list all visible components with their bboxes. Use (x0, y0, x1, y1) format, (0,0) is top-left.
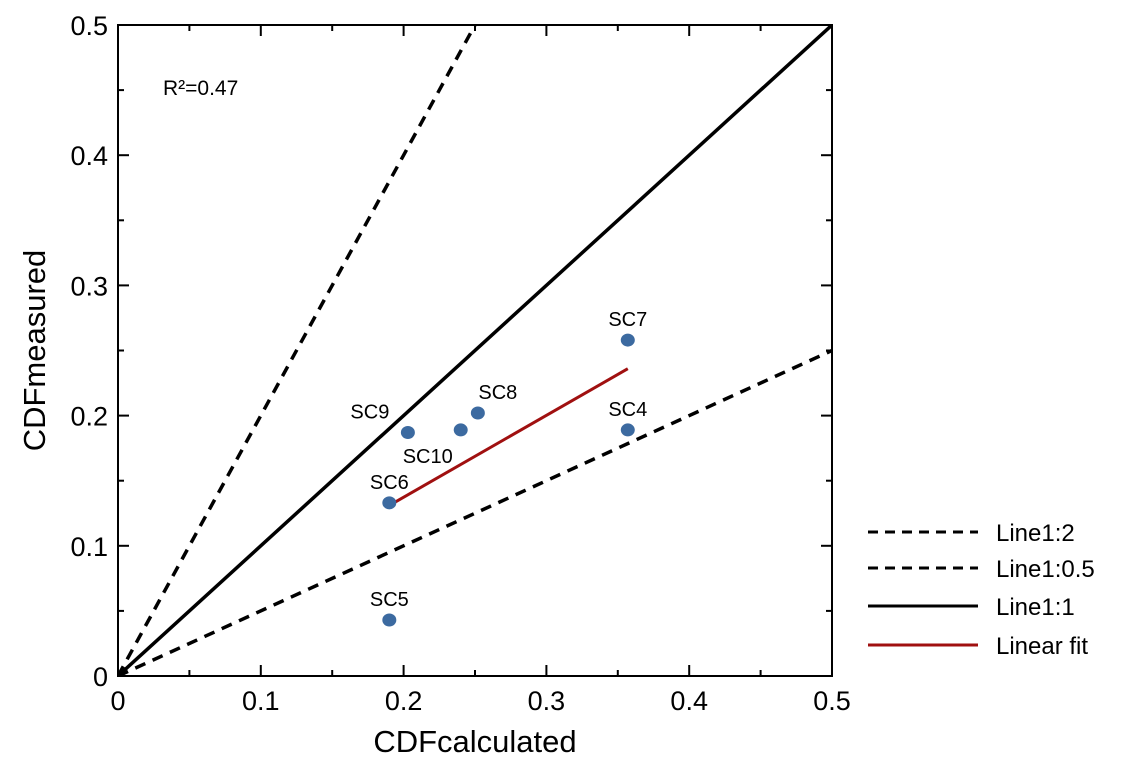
x-tick-label: 0.5 (813, 686, 851, 716)
axis-ticks: 0 0.1 0.2 0.3 0.4 0.5 0 0.1 0.2 0.3 0.4 0.5 (70, 11, 850, 716)
series-line-linear-fit (388, 367, 629, 507)
data-point-sc6 (382, 496, 397, 510)
point-label-sc6: SC6 (370, 472, 409, 494)
reference-lines (118, 25, 832, 676)
y-tick-label: 0.3 (70, 271, 108, 301)
x-tick-label: 0 (110, 686, 125, 716)
x-axis-title: CDFcalculated (373, 724, 576, 758)
legend-label: Line1:1 (996, 594, 1075, 621)
point-label-sc9: SC9 (350, 402, 389, 424)
point-label-sc5: SC5 (370, 589, 409, 611)
series-line-line1-1 (118, 25, 832, 676)
data-point-sc10 (453, 423, 468, 437)
legend-label: Line1:0.5 (996, 556, 1095, 583)
r-squared-annotation: R²=0.47 (163, 77, 238, 100)
legend: Line1:2 Line1:0.5 Line1:1 Linear fit (868, 520, 1095, 660)
y-tick-label: 0 (93, 662, 108, 692)
y-axis-title: CDFmeasured (17, 250, 52, 452)
point-label-sc10: SC10 (403, 446, 453, 468)
y-tick-label: 0.4 (70, 141, 108, 171)
data-point-sc9 (400, 426, 415, 440)
legend-label: Linear fit (996, 633, 1088, 660)
data-point-sc8 (470, 406, 485, 420)
y-tick-label: 0.5 (70, 11, 108, 41)
data-point-sc4 (620, 423, 635, 437)
legend-label: Line1:2 (996, 520, 1075, 547)
x-tick-label: 0.2 (385, 686, 423, 716)
x-tick-label: 0.3 (528, 686, 566, 716)
x-tick-label: 0.1 (242, 686, 280, 716)
point-label-sc8: SC8 (478, 382, 517, 404)
y-tick-label: 0.1 (70, 532, 108, 562)
x-tick-label: 0.4 (670, 686, 708, 716)
point-label-sc4: SC4 (608, 399, 647, 421)
data-point-sc5 (382, 613, 397, 627)
point-label-sc7: SC7 (608, 309, 647, 331)
data-points: SC4 SC5 SC6 SC7 SC8 SC9 SC10 (350, 309, 647, 627)
data-point-sc7 (620, 333, 635, 347)
series-line-line1-0-5 (118, 348, 832, 676)
y-tick-label: 0.2 (70, 402, 108, 432)
series-line-line1-2 (118, 25, 477, 676)
